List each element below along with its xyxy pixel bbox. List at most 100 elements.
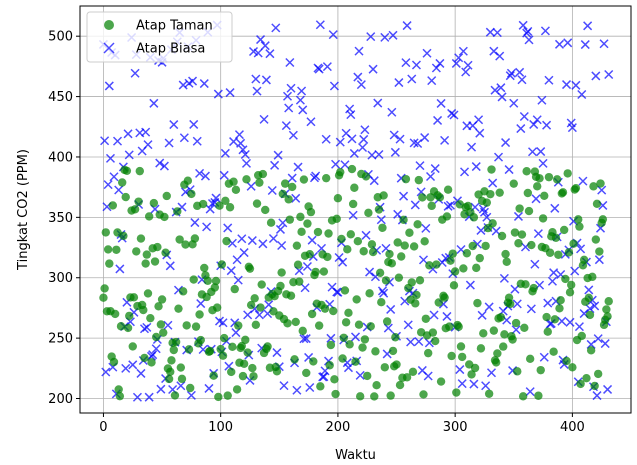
point-atap-taman — [365, 289, 374, 298]
point-atap-biasa — [112, 136, 123, 146]
point-atap-taman — [445, 322, 454, 331]
point-atap-taman — [205, 346, 215, 356]
point-atap-taman — [514, 239, 523, 248]
point-atap-taman — [407, 278, 416, 287]
point-atap-taman — [413, 220, 422, 229]
point-atap-biasa — [578, 176, 588, 186]
point-atap-biasa — [590, 301, 600, 311]
point-atap-taman — [333, 194, 343, 203]
point-atap-taman — [563, 169, 572, 178]
point-atap-taman — [575, 222, 584, 231]
legend-label-atap-taman: Atap Taman — [136, 19, 213, 34]
point-atap-biasa — [505, 71, 515, 81]
point-atap-biasa — [253, 48, 263, 58]
point-atap-taman — [143, 289, 153, 298]
point-atap-biasa — [268, 233, 278, 244]
point-atap-taman — [368, 247, 378, 257]
point-atap-taman — [122, 166, 132, 176]
point-atap-biasa — [544, 75, 554, 85]
point-atap-biasa — [159, 161, 169, 171]
point-atap-biasa — [165, 261, 175, 271]
point-atap-biasa — [420, 133, 430, 143]
point-atap-biasa — [271, 23, 281, 33]
point-atap-biasa — [577, 89, 587, 100]
point-atap-biasa — [539, 352, 549, 362]
point-atap-taman — [345, 340, 354, 349]
point-atap-biasa — [239, 248, 249, 258]
legend-marker-atap-biasa — [103, 42, 115, 54]
point-atap-taman — [412, 290, 421, 300]
point-atap-biasa — [163, 320, 173, 330]
point-atap-biasa — [205, 204, 215, 214]
point-atap-taman — [486, 189, 495, 199]
point-atap-taman — [386, 391, 395, 400]
point-atap-taman — [535, 174, 544, 183]
point-atap-taman — [311, 267, 320, 277]
point-atap-taman — [495, 188, 504, 197]
point-atap-taman — [132, 247, 141, 256]
point-atap-biasa — [155, 158, 165, 168]
point-atap-biasa — [288, 130, 298, 140]
point-atap-biasa — [234, 130, 244, 140]
point-atap-taman — [380, 363, 390, 372]
point-atap-taman — [544, 172, 554, 182]
point-atap-taman — [353, 237, 363, 246]
point-atap-taman — [153, 242, 162, 252]
point-atap-taman — [332, 214, 341, 224]
point-atap-biasa — [455, 365, 465, 375]
point-atap-taman — [555, 304, 564, 313]
point-atap-taman — [293, 260, 303, 269]
point-atap-taman — [346, 230, 356, 239]
point-atap-taman — [432, 260, 441, 269]
x-tick-label: 300 — [443, 420, 468, 435]
point-atap-biasa — [258, 239, 268, 249]
point-atap-biasa — [291, 193, 301, 203]
point-atap-biasa — [532, 115, 542, 125]
point-atap-biasa — [334, 252, 344, 263]
point-atap-taman — [326, 340, 336, 350]
point-atap-biasa — [459, 167, 470, 177]
point-atap-biasa — [188, 76, 198, 86]
point-atap-taman — [290, 355, 299, 364]
point-atap-biasa — [537, 95, 547, 105]
point-atap-taman — [395, 380, 405, 390]
point-atap-biasa — [261, 75, 271, 85]
point-atap-biasa — [374, 149, 384, 160]
point-atap-biasa — [584, 285, 594, 295]
point-atap-biasa — [240, 149, 250, 160]
point-atap-biasa — [530, 259, 540, 269]
point-atap-taman — [456, 342, 466, 351]
point-atap-biasa — [354, 46, 364, 56]
point-atap-biasa — [485, 27, 495, 37]
point-atap-biasa — [265, 49, 275, 59]
point-atap-biasa — [130, 68, 140, 78]
point-atap-taman — [186, 383, 195, 393]
point-atap-taman — [101, 228, 110, 237]
point-atap-biasa — [335, 137, 345, 147]
point-atap-biasa — [523, 26, 533, 36]
point-atap-taman — [472, 263, 481, 273]
point-atap-taman — [540, 191, 549, 201]
point-atap-taman — [340, 286, 350, 295]
point-atap-biasa — [359, 134, 369, 144]
point-atap-biasa — [567, 123, 577, 133]
legend-box — [86, 11, 233, 63]
point-atap-taman — [351, 357, 360, 366]
point-atap-taman — [431, 336, 440, 346]
point-atap-biasa — [519, 111, 529, 122]
point-atap-biasa — [237, 234, 247, 244]
point-atap-taman — [379, 191, 388, 200]
point-atap-biasa — [179, 133, 189, 143]
point-atap-taman — [249, 372, 258, 381]
point-atap-taman — [450, 267, 460, 276]
point-atap-biasa — [348, 210, 358, 220]
point-atap-biasa — [516, 124, 526, 134]
point-atap-taman — [276, 281, 285, 291]
point-atap-taman — [175, 235, 184, 244]
point-atap-biasa — [115, 264, 125, 274]
point-atap-taman — [280, 179, 290, 188]
point-atap-taman — [419, 390, 428, 399]
point-atap-taman — [542, 312, 551, 322]
point-atap-biasa — [442, 311, 452, 321]
